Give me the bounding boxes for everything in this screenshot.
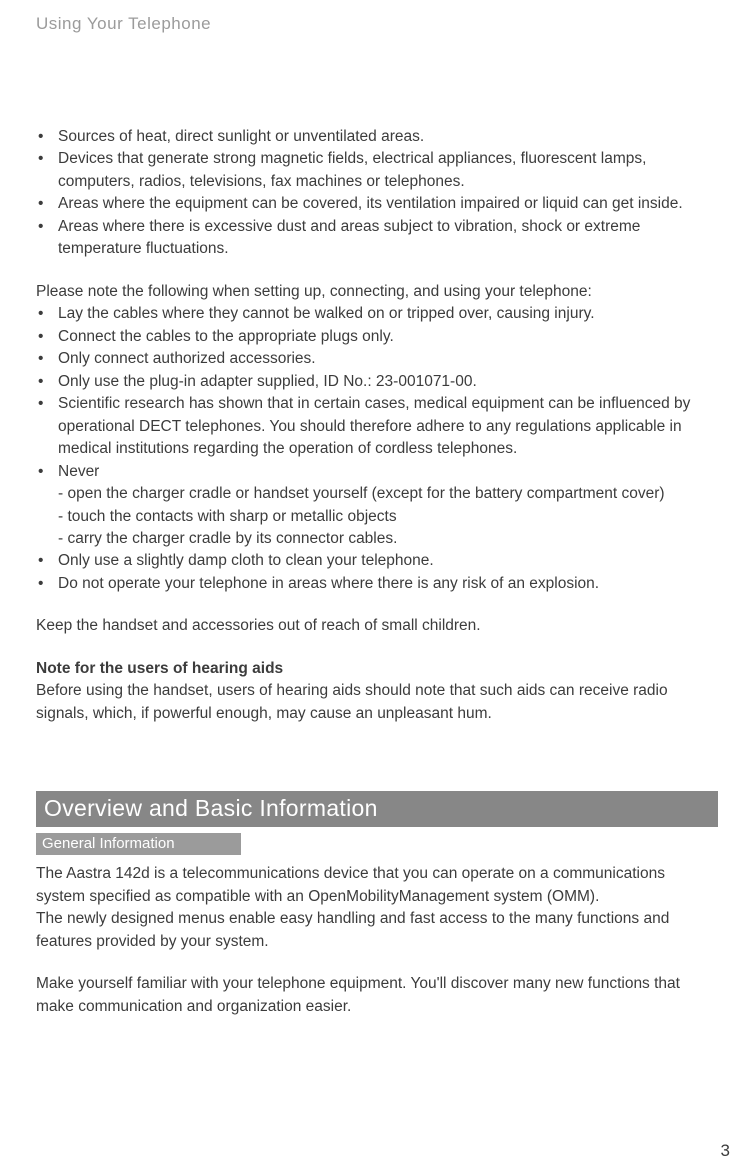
- list-item: Only use a slightly damp cloth to clean …: [36, 550, 718, 572]
- list-item: Do not operate your telephone in areas w…: [36, 573, 718, 595]
- list-item: Sources of heat, direct sunlight or unve…: [36, 126, 718, 148]
- chapter-title: Using Your Telephone: [36, 14, 718, 34]
- bullets-setup: Lay the cables where they cannot be walk…: [36, 303, 718, 595]
- overview-paragraph-1: The Aastra 142d is a telecommunications …: [36, 863, 718, 908]
- list-item: Areas where the equipment can be covered…: [36, 193, 718, 215]
- hearing-aids-title: Note for the users of hearing aids: [36, 658, 718, 680]
- body-content: Sources of heat, direct sunlight or unve…: [36, 126, 718, 725]
- list-item: Only connect authorized accessories.: [36, 348, 718, 370]
- list-item: Only use the plug-in adapter supplied, I…: [36, 371, 718, 393]
- never-line: - open the charger cradle or handset you…: [58, 483, 718, 505]
- section-heading-overview: Overview and Basic Information: [36, 791, 718, 827]
- list-item: Connect the cables to the appropriate pl…: [36, 326, 718, 348]
- bullets-install-avoid: Sources of heat, direct sunlight or unve…: [36, 126, 718, 261]
- never-line: - carry the charger cradle by its connec…: [58, 528, 718, 550]
- list-item: Devices that generate strong magnetic fi…: [36, 148, 718, 193]
- keep-out-of-reach: Keep the handset and accessories out of …: [36, 615, 718, 637]
- setup-intro: Please note the following when setting u…: [36, 281, 718, 303]
- hearing-aids-body: Before using the handset, users of heari…: [36, 680, 718, 725]
- list-item-never: Never - open the charger cradle or hands…: [36, 461, 718, 551]
- overview-body: The Aastra 142d is a telecommunications …: [36, 863, 718, 1018]
- overview-paragraph-2: The newly designed menus enable easy han…: [36, 908, 718, 953]
- never-line: - touch the contacts with sharp or metal…: [58, 506, 718, 528]
- list-item: Lay the cables where they cannot be walk…: [36, 303, 718, 325]
- page-number: 3: [721, 1141, 730, 1161]
- subsection-heading-general: General Information: [36, 833, 241, 855]
- list-item: Areas where there is excessive dust and …: [36, 216, 718, 261]
- never-label: Never: [58, 463, 99, 480]
- overview-paragraph-3: Make yourself familiar with your telepho…: [36, 973, 718, 1018]
- list-item: Scientific research has shown that in ce…: [36, 393, 718, 460]
